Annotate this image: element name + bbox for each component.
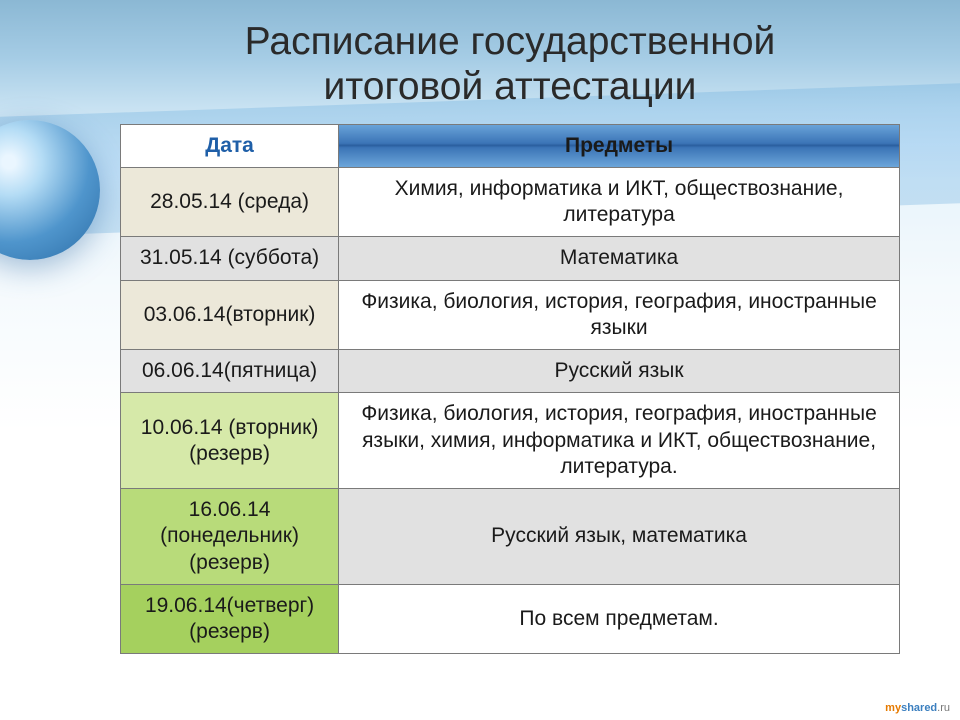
cell-subjects: Русский язык [339, 350, 900, 393]
table-row: 06.06.14(пятница) Русский язык [121, 350, 900, 393]
table-header-row: Дата Предметы [121, 124, 900, 167]
watermark: myshared.ru [885, 702, 950, 714]
cell-subjects: Химия, информатика и ИКТ, обществознание… [339, 167, 900, 237]
schedule-table: Дата Предметы 28.05.14 (среда) Химия, инф… [120, 124, 900, 655]
table-row: 03.06.14(вторник) Физика, биология, истор… [121, 280, 900, 350]
cell-date: 03.06.14(вторник) [121, 280, 339, 350]
cell-date: 19.06.14(четверг)(резерв) [121, 584, 339, 654]
cell-date: 28.05.14 (среда) [121, 167, 339, 237]
table-row: 31.05.14 (суббота) Математика [121, 237, 900, 280]
table-row: 10.06.14 (вторник)(резерв)Физика, биолог… [121, 393, 900, 489]
cell-subjects: Физика, биология, история, география, ин… [339, 393, 900, 489]
date-text: 06.06.14(пятница) [131, 358, 328, 384]
date-subtext: (резерв) [131, 441, 328, 467]
cell-subjects: Математика [339, 237, 900, 280]
watermark-shared: shared [901, 702, 937, 714]
cell-subjects: Физика, биология, история, география, ин… [339, 280, 900, 350]
date-subtext: (резерв) [131, 619, 328, 645]
title-line-2: итоговой аттестации [324, 65, 697, 108]
header-subjects: Предметы [339, 124, 900, 167]
date-text: 10.06.14 (вторник) [131, 415, 328, 441]
watermark-ru: .ru [937, 702, 950, 714]
cell-date: 16.06.14 (понедельник)(резерв) [121, 489, 339, 585]
slide-content: Расписание государственной итоговой атте… [0, 0, 960, 720]
date-text: 16.06.14 (понедельник) [131, 497, 328, 550]
cell-date: 10.06.14 (вторник)(резерв) [121, 393, 339, 489]
slide-title: Расписание государственной итоговой атте… [120, 20, 900, 110]
table-row: 16.06.14 (понедельник)(резерв)Русский яз… [121, 489, 900, 585]
table-row: 28.05.14 (среда) Химия, информатика и ИКТ… [121, 167, 900, 237]
date-text: 03.06.14(вторник) [131, 302, 328, 328]
header-date: Дата [121, 124, 339, 167]
date-text: 19.06.14(четверг) [131, 593, 328, 619]
date-text: 31.05.14 (суббота) [131, 245, 328, 271]
cell-subjects: По всем предметам. [339, 584, 900, 654]
table-row: 19.06.14(четверг)(резерв)По всем предмет… [121, 584, 900, 654]
table-body: 28.05.14 (среда) Химия, информатика и ИКТ… [121, 167, 900, 654]
date-subtext: (резерв) [131, 550, 328, 576]
cell-date: 31.05.14 (суббота) [121, 237, 339, 280]
cell-subjects: Русский язык, математика [339, 489, 900, 585]
watermark-my: my [885, 702, 901, 714]
date-text: 28.05.14 (среда) [131, 189, 328, 215]
cell-date: 06.06.14(пятница) [121, 350, 339, 393]
title-line-1: Расписание государственной [245, 20, 776, 63]
